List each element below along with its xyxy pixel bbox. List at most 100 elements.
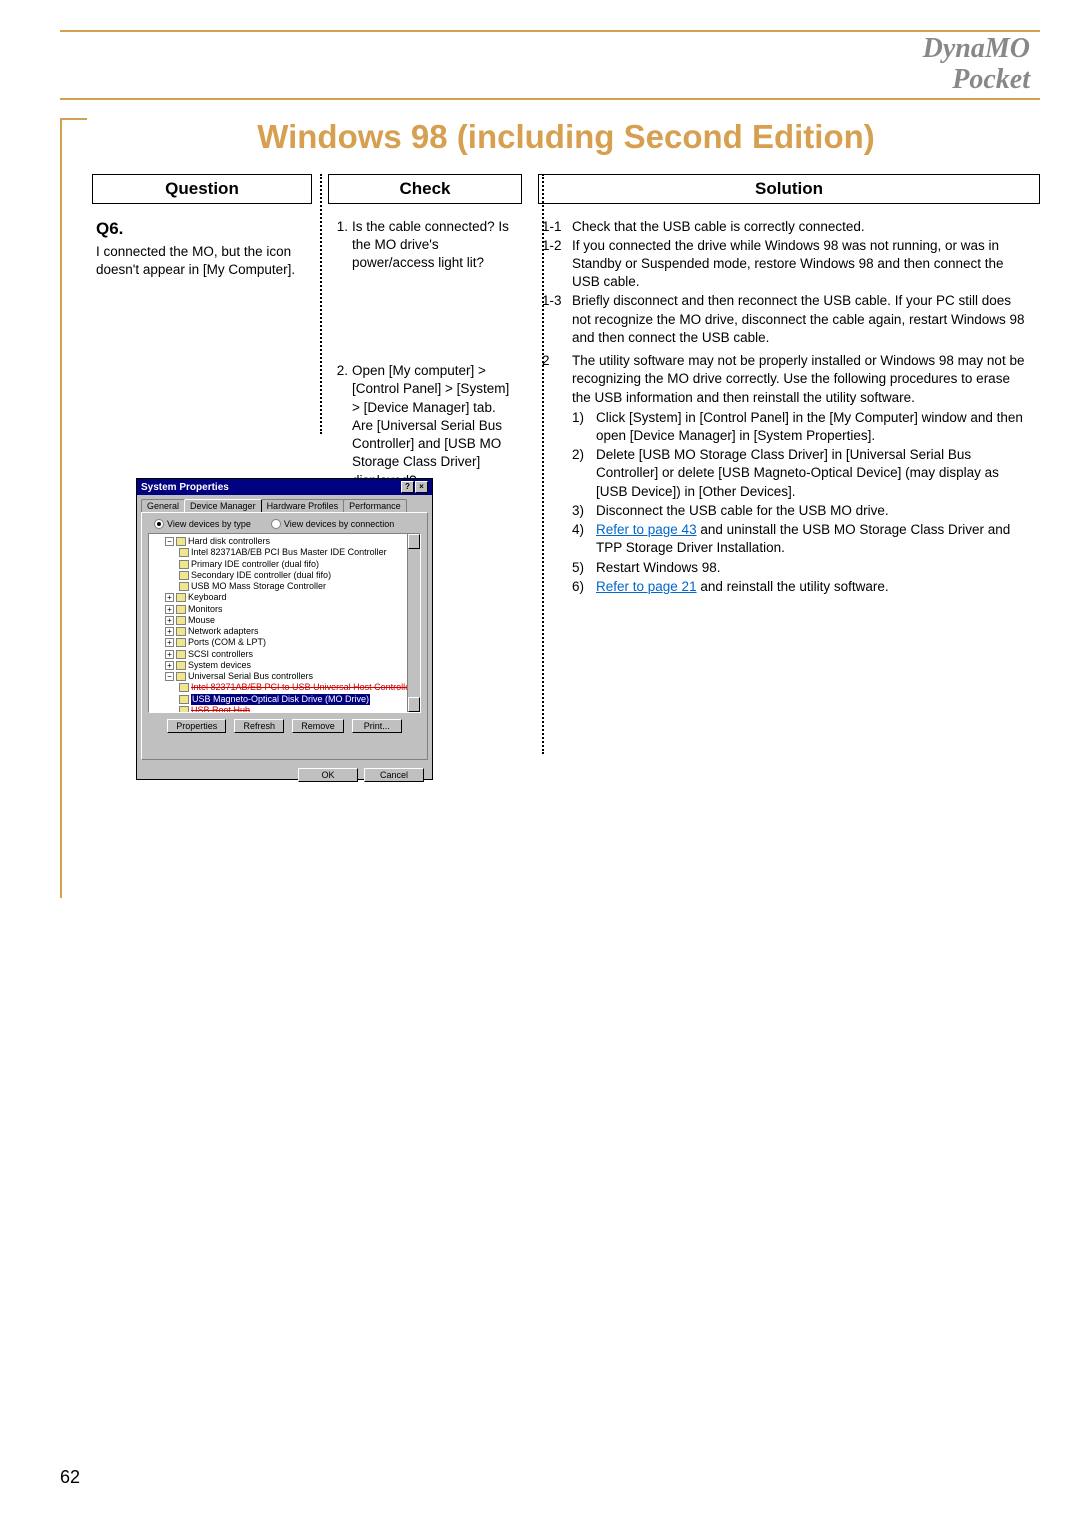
- tree-node[interactable]: USB MO Mass Storage Controller: [151, 581, 418, 592]
- radio-icon: [271, 519, 281, 529]
- check-num: 2.: [332, 362, 352, 490]
- expand-icon[interactable]: +: [165, 593, 174, 602]
- tree-node[interactable]: Primary IDE controller (dual fifo): [151, 559, 418, 570]
- tree-label: USB Magneto-Optical Disk Drive (MO Drive…: [191, 694, 370, 705]
- close-icon[interactable]: ×: [415, 481, 428, 493]
- scrollbar[interactable]: [407, 534, 420, 712]
- solution-item: 2 The utility software may not be proper…: [542, 352, 1030, 407]
- collapse-icon[interactable]: −: [165, 672, 174, 681]
- dialog-titlebar[interactable]: System Properties ? ×: [137, 479, 432, 495]
- brand-line1: DynaMO: [70, 34, 1030, 65]
- titlebar-buttons: ? ×: [401, 481, 428, 493]
- tree-node[interactable]: +Keyboard: [151, 592, 418, 603]
- question-number: Q6.: [96, 218, 302, 241]
- tree-node[interactable]: + Ports (COM & LPT): [151, 637, 418, 648]
- tab-hardware-profiles[interactable]: Hardware Profiles: [261, 499, 345, 512]
- remove-button[interactable]: Remove: [292, 719, 344, 733]
- question-text: I connected the MO, but the icon doesn't…: [96, 243, 302, 279]
- solution-subtext: Delete [USB MO Storage Class Driver] in …: [596, 446, 1030, 501]
- folder-icon: [176, 638, 186, 647]
- folder-icon: [176, 537, 186, 546]
- solution-num: 1-1: [542, 218, 572, 236]
- device-icon: [179, 571, 189, 580]
- page-number: 62: [60, 1467, 80, 1488]
- solution-header: Solution: [538, 174, 1040, 204]
- tree-node-selected[interactable]: USB Magneto-Optical Disk Drive (MO Drive…: [151, 694, 418, 705]
- tab-general[interactable]: General: [141, 499, 185, 512]
- print-button[interactable]: Print...: [352, 719, 402, 733]
- expand-icon[interactable]: +: [165, 638, 174, 647]
- properties-button[interactable]: Properties: [167, 719, 226, 733]
- tree-label: Network adapters: [188, 626, 259, 636]
- radio-label: View devices by type: [167, 519, 251, 529]
- cancel-button[interactable]: Cancel: [364, 768, 424, 782]
- solution-subtext: Refer to page 21 and reinstall the utili…: [596, 578, 1030, 596]
- check-text: Is the cable connected? Is the MO drive'…: [352, 218, 512, 273]
- expand-icon[interactable]: +: [165, 661, 174, 670]
- solution-subtext: Disconnect the USB cable for the USB MO …: [596, 502, 1030, 520]
- solution-item: 1-1 Check that the USB cable is correctl…: [542, 218, 1030, 236]
- collapse-icon[interactable]: −: [165, 537, 174, 546]
- tree-node[interactable]: Intel 82371AB/EB PCI to USB Universal Ho…: [151, 682, 418, 693]
- page-link[interactable]: Refer to page 43: [596, 522, 697, 537]
- radio-by-connection[interactable]: View devices by connection: [271, 519, 394, 529]
- tree-label: USB MO Mass Storage Controller: [191, 581, 326, 591]
- solution-column: Solution 1-1 Check that the USB cable is…: [522, 174, 1040, 597]
- tree-node[interactable]: Intel 82371AB/EB PCI Bus Master IDE Cont…: [151, 547, 418, 558]
- solution-subnum: 1): [572, 409, 596, 445]
- page-link[interactable]: Refer to page 21: [596, 579, 697, 594]
- solution-list-1: 1-1 Check that the USB cable is correctl…: [542, 218, 1030, 348]
- radio-label: View devices by connection: [284, 519, 394, 529]
- expand-icon[interactable]: +: [165, 650, 174, 659]
- expand-icon[interactable]: +: [165, 616, 174, 625]
- refresh-button[interactable]: Refresh: [234, 719, 284, 733]
- tree-label: Ports (COM & LPT): [188, 637, 266, 647]
- tree-node[interactable]: +SCSI controllers: [151, 649, 418, 660]
- tree-node[interactable]: USB Root Hub: [151, 705, 418, 713]
- ok-button[interactable]: OK: [298, 768, 358, 782]
- solution-subnum: 4): [572, 521, 596, 557]
- solution-subitem: 2) Delete [USB MO Storage Class Driver] …: [572, 446, 1030, 501]
- device-icon: [179, 548, 189, 557]
- folder-icon: [176, 661, 186, 670]
- tree-label: USB Root Hub: [191, 705, 250, 713]
- expand-icon[interactable]: +: [165, 605, 174, 614]
- tree-label: Mouse: [188, 615, 215, 625]
- tree-label: Universal Serial Bus controllers: [188, 671, 313, 681]
- solution-subitem: 6) Refer to page 21 and reinstall the ut…: [572, 578, 1030, 596]
- solution-sublist: 1) Click [System] in [Control Panel] in …: [572, 409, 1030, 596]
- dialog-tabs: General Device Manager Hardware Profiles…: [137, 495, 432, 512]
- radio-by-type[interactable]: View devices by type: [154, 519, 251, 529]
- tree-node[interactable]: Secondary IDE controller (dual fifo): [151, 570, 418, 581]
- check-num: 1.: [332, 218, 352, 273]
- page: DynaMO Pocket Windows 98 (including Seco…: [0, 0, 1080, 1528]
- solution-subitem: 3) Disconnect the USB cable for the USB …: [572, 502, 1030, 520]
- device-icon: [179, 582, 189, 591]
- tree-node[interactable]: − Universal Serial Bus controllers: [151, 671, 418, 682]
- system-properties-dialog: System Properties ? × General Device Man…: [136, 478, 433, 780]
- tab-performance[interactable]: Performance: [343, 499, 407, 512]
- tree-node[interactable]: −Hard disk controllers: [151, 536, 418, 547]
- tree-node[interactable]: +Monitors: [151, 604, 418, 615]
- solution-subnum: 5): [572, 559, 596, 577]
- tree-node[interactable]: + Network adapters: [151, 626, 418, 637]
- dialog-title: System Properties: [141, 482, 229, 493]
- check-item: 1. Is the cable connected? Is the MO dri…: [332, 218, 512, 273]
- tree-node[interactable]: + Mouse: [151, 615, 418, 626]
- help-icon[interactable]: ?: [401, 481, 414, 493]
- brand-line2: Pocket: [70, 65, 1030, 96]
- solution-list-2: 2 The utility software may not be proper…: [542, 352, 1030, 407]
- device-tree[interactable]: −Hard disk controllers Intel 82371AB/EB …: [148, 533, 421, 713]
- folder-icon: [176, 605, 186, 614]
- tree-label: Secondary IDE controller (dual fifo): [191, 570, 331, 580]
- check-list: 1. Is the cable connected? Is the MO dri…: [332, 218, 512, 490]
- view-radios: View devices by type View devices by con…: [148, 519, 421, 529]
- tab-device-manager[interactable]: Device Manager: [184, 499, 262, 512]
- tree-node[interactable]: +System devices: [151, 660, 418, 671]
- dialog-ok-row: OK Cancel: [137, 764, 432, 788]
- expand-icon[interactable]: +: [165, 627, 174, 636]
- folder-icon: [176, 650, 186, 659]
- solution-subtext: Restart Windows 98.: [596, 559, 1030, 577]
- solution-subnum: 6): [572, 578, 596, 596]
- solution-subnum: 2): [572, 446, 596, 501]
